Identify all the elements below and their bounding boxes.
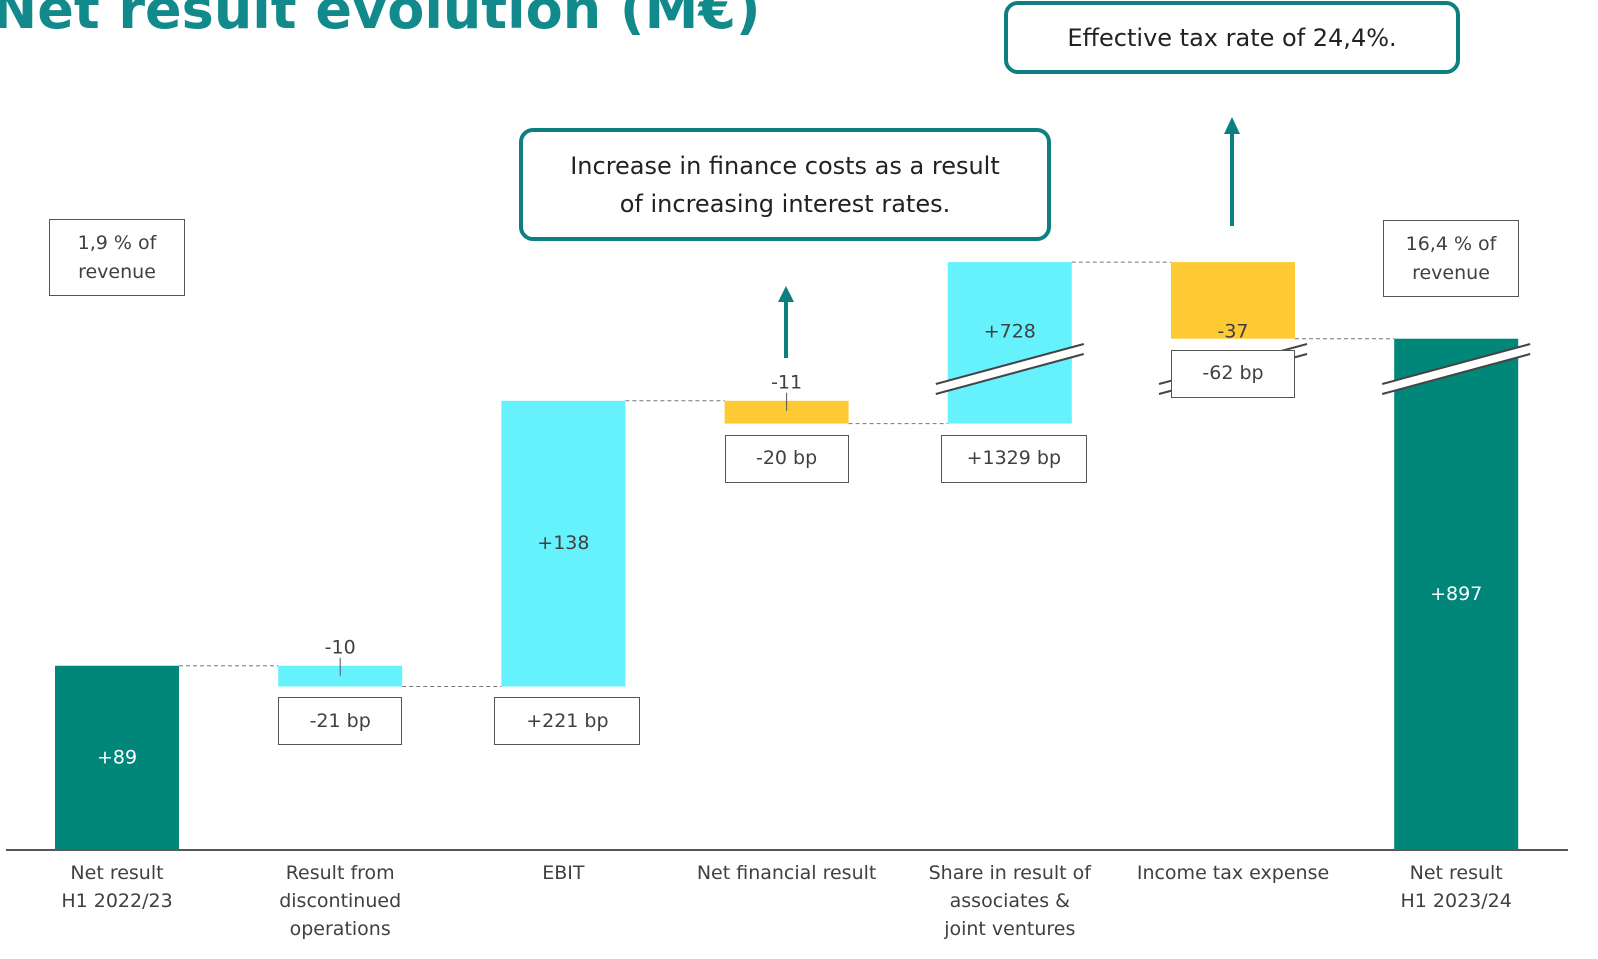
bar [1171, 262, 1295, 339]
bar [501, 400, 626, 687]
x-tick-label: Net result H1 2022/23 [61, 862, 173, 912]
value-label: +897 [1430, 583, 1482, 605]
value-label: -10 [325, 636, 356, 658]
callout: Effective tax rate of 24,4%. [1004, 1, 1460, 74]
value-label: +728 [984, 321, 1036, 343]
bp-label: +221 bp [494, 697, 641, 746]
x-tick-label: EBIT [542, 862, 585, 884]
axis-break [935, 343, 1085, 385]
callout: Increase in finance costs as a result of… [519, 128, 1051, 241]
value-label: +89 [97, 746, 137, 768]
bar [278, 665, 403, 687]
chart-title: Net result evolution (M€) [0, 0, 761, 41]
value-label: -11 [771, 371, 802, 393]
axis-break [1381, 343, 1531, 385]
revenue-note: 1,9 % of revenue [49, 219, 185, 296]
arrow [1224, 117, 1240, 226]
axis-break [1381, 353, 1531, 395]
x-tick-label: Net financial result [696, 862, 877, 884]
bar [947, 262, 1072, 424]
axis-break [935, 353, 1085, 395]
axis-break [1382, 344, 1531, 394]
value-label: -37 [1217, 321, 1248, 343]
arrow [778, 286, 794, 358]
bp-label: -62 bp [1171, 349, 1295, 398]
revenue-note: 16,4 % of revenue [1383, 220, 1519, 297]
bp-label: -20 bp [724, 434, 849, 483]
x-tick-label: Income tax expense [1136, 862, 1330, 884]
bp-label: -21 bp [278, 697, 403, 746]
x-tick-label: Share in result of associates & joint ve… [928, 862, 1091, 940]
value-label: +138 [537, 532, 589, 554]
x-tick-label: Result from discontinued operations [279, 862, 402, 940]
bar [724, 400, 849, 424]
bar [55, 665, 179, 850]
bp-label: +1329 bp [940, 434, 1087, 483]
axis-break [935, 344, 1084, 394]
x-tick-label: Net result H1 2023/24 [1400, 862, 1512, 912]
bar [1394, 338, 1519, 850]
